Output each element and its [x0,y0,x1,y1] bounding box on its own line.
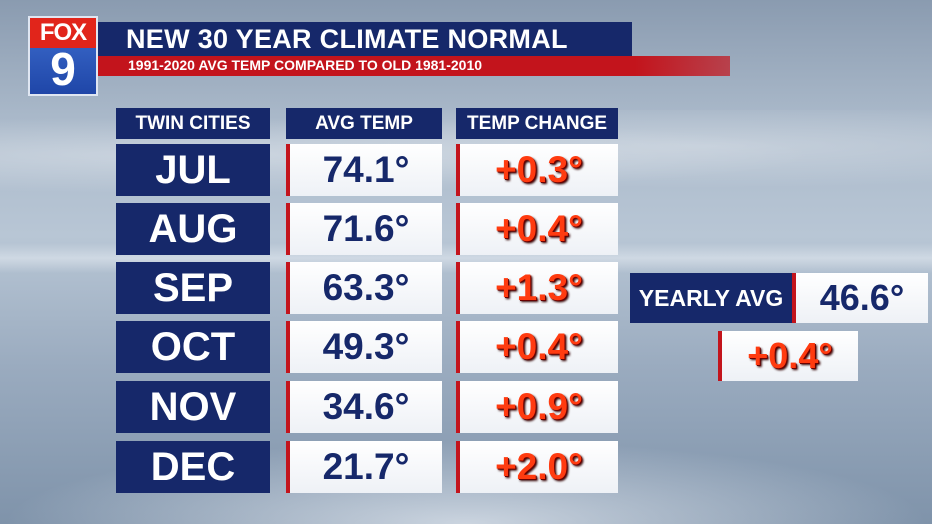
station-logo: FOX 9 [28,16,98,96]
table-row: JUL 74.1° +0.3° [0,144,932,196]
month-label: AUG [116,203,270,255]
yearly-change-value: +0.4° [718,331,858,381]
table-row: OCT 49.3° +0.4° [0,321,932,373]
column-header-avg-temp: AVG TEMP [286,108,442,139]
page-title: NEW 30 YEAR CLIMATE NORMAL [126,24,568,54]
month-label: NOV [116,381,270,433]
month-label: OCT [116,321,270,373]
table-row: SEP 63.3° +1.3° [0,262,932,314]
temp-change-value: +2.0° [456,441,618,493]
avg-temp-value: 49.3° [286,321,442,373]
page-subtitle: 1991-2020 AVG TEMP COMPARED TO OLD 1981-… [128,57,483,73]
temp-change-value: +0.9° [456,381,618,433]
avg-temp-value: 71.6° [286,203,442,255]
avg-temp-value: 63.3° [286,262,442,314]
temp-change-value: +0.4° [456,203,618,255]
temp-change-value: +1.3° [456,262,618,314]
table-row: NOV 34.6° +0.9° [0,381,932,433]
month-label: SEP [116,262,270,314]
yearly-avg-label: YEARLY AVG [630,273,792,323]
yearly-avg-value: 46.6° [792,273,928,323]
table-row: DEC 21.7° +2.0° [0,441,932,493]
column-header-temp-change: TEMP CHANGE [456,108,618,139]
avg-temp-value: 21.7° [286,441,442,493]
avg-temp-value: 34.6° [286,381,442,433]
month-label: JUL [116,144,270,196]
subtitle-bar [98,56,730,76]
logo-brand: FOX [30,18,96,48]
avg-temp-value: 74.1° [286,144,442,196]
month-label: DEC [116,441,270,493]
column-header-city: TWIN CITIES [116,108,270,139]
title-bar [98,22,632,56]
table-row: AUG 71.6° +0.4° [0,203,932,255]
temp-change-value: +0.4° [456,321,618,373]
temp-change-value: +0.3° [456,144,618,196]
logo-channel: 9 [50,43,76,95]
